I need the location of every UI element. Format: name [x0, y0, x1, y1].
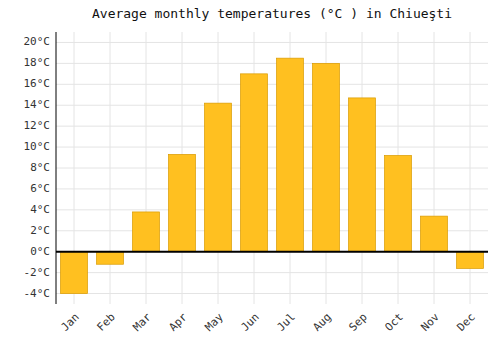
bars [61, 58, 484, 293]
y-grid-line [56, 126, 488, 127]
bar [349, 98, 376, 252]
zero-line [56, 251, 488, 253]
y-grid-line [56, 63, 488, 64]
bar [277, 58, 304, 252]
x-grid-line [434, 32, 435, 304]
y-grid-line [56, 188, 488, 189]
bar [133, 212, 160, 252]
bar [457, 252, 484, 269]
y-tick-label: 16°C [24, 77, 51, 90]
y-tick-labels: -4°C -2°C 0°C 2°C 4°C 6°C 8°C 10°C 12°C 14°C 16°C 1… [24, 35, 51, 299]
chart-svg: -4°C -2°C 0°C 2°C 4°C 6°C 8°C 10°C 12°C 14°C 16°C 1… [0, 0, 500, 350]
y-grid-line [56, 105, 488, 106]
x-tick-label: Mar [131, 310, 155, 334]
x-tick-label: Jan [59, 311, 82, 334]
x-tick-label: Oct [383, 311, 406, 334]
chart-container: -4°C -2°C 0°C 2°C 4°C 6°C 8°C 10°C 12°C 14°C 16°C 1… [0, 0, 500, 350]
y-tick-label: 8°C [30, 161, 50, 174]
bar [421, 216, 448, 252]
y-tick-label: 14°C [24, 98, 51, 111]
bar [385, 155, 412, 251]
x-tick-label: Feb [95, 311, 118, 334]
grid [56, 32, 488, 304]
y-grid-line [56, 42, 488, 43]
y-grid-line [56, 293, 488, 294]
x-tick-label: Nov [419, 310, 443, 334]
y-tick-label: 18°C [24, 56, 51, 69]
y-tick-label: -4°C [24, 287, 51, 300]
y-tick-label: 2°C [30, 224, 50, 237]
bar [97, 252, 124, 265]
bar [241, 74, 268, 252]
x-tick-label: Sep [347, 311, 370, 334]
x-tick-label: Apr [167, 310, 191, 334]
y-grid-line [56, 209, 488, 210]
bar [313, 63, 340, 251]
x-tick-label: May [203, 310, 227, 334]
y-grid-line [56, 84, 488, 85]
y-grid-line [56, 168, 488, 169]
x-tick-label: Jun [239, 311, 262, 334]
y-tick-label: 12°C [24, 119, 51, 132]
y-tick-label: 0°C [30, 245, 50, 258]
x-grid-line [146, 32, 147, 304]
y-tick-label: 6°C [30, 182, 50, 195]
x-tick-labels: Jan Feb Mar Apr May Jun Jul Aug Sep Oct Nov Dec [59, 310, 478, 334]
bar [169, 154, 196, 251]
bar [205, 103, 232, 252]
y-grid-line [56, 272, 488, 273]
x-tick-label: Dec [455, 311, 478, 334]
x-tick-label: Aug [311, 311, 334, 334]
y-axis-line [56, 32, 57, 304]
x-tick-label: Jul [275, 311, 298, 334]
y-tick-label: 10°C [24, 140, 51, 153]
y-grid-line [56, 251, 488, 252]
y-tick-label: 20°C [24, 35, 51, 48]
y-grid-line [56, 147, 488, 148]
y-tick-label: 4°C [30, 203, 50, 216]
chart-title: Average monthly temperatures (°C ) in Ch… [92, 6, 452, 21]
bar [61, 252, 88, 294]
y-tick-label: -2°C [24, 266, 51, 279]
